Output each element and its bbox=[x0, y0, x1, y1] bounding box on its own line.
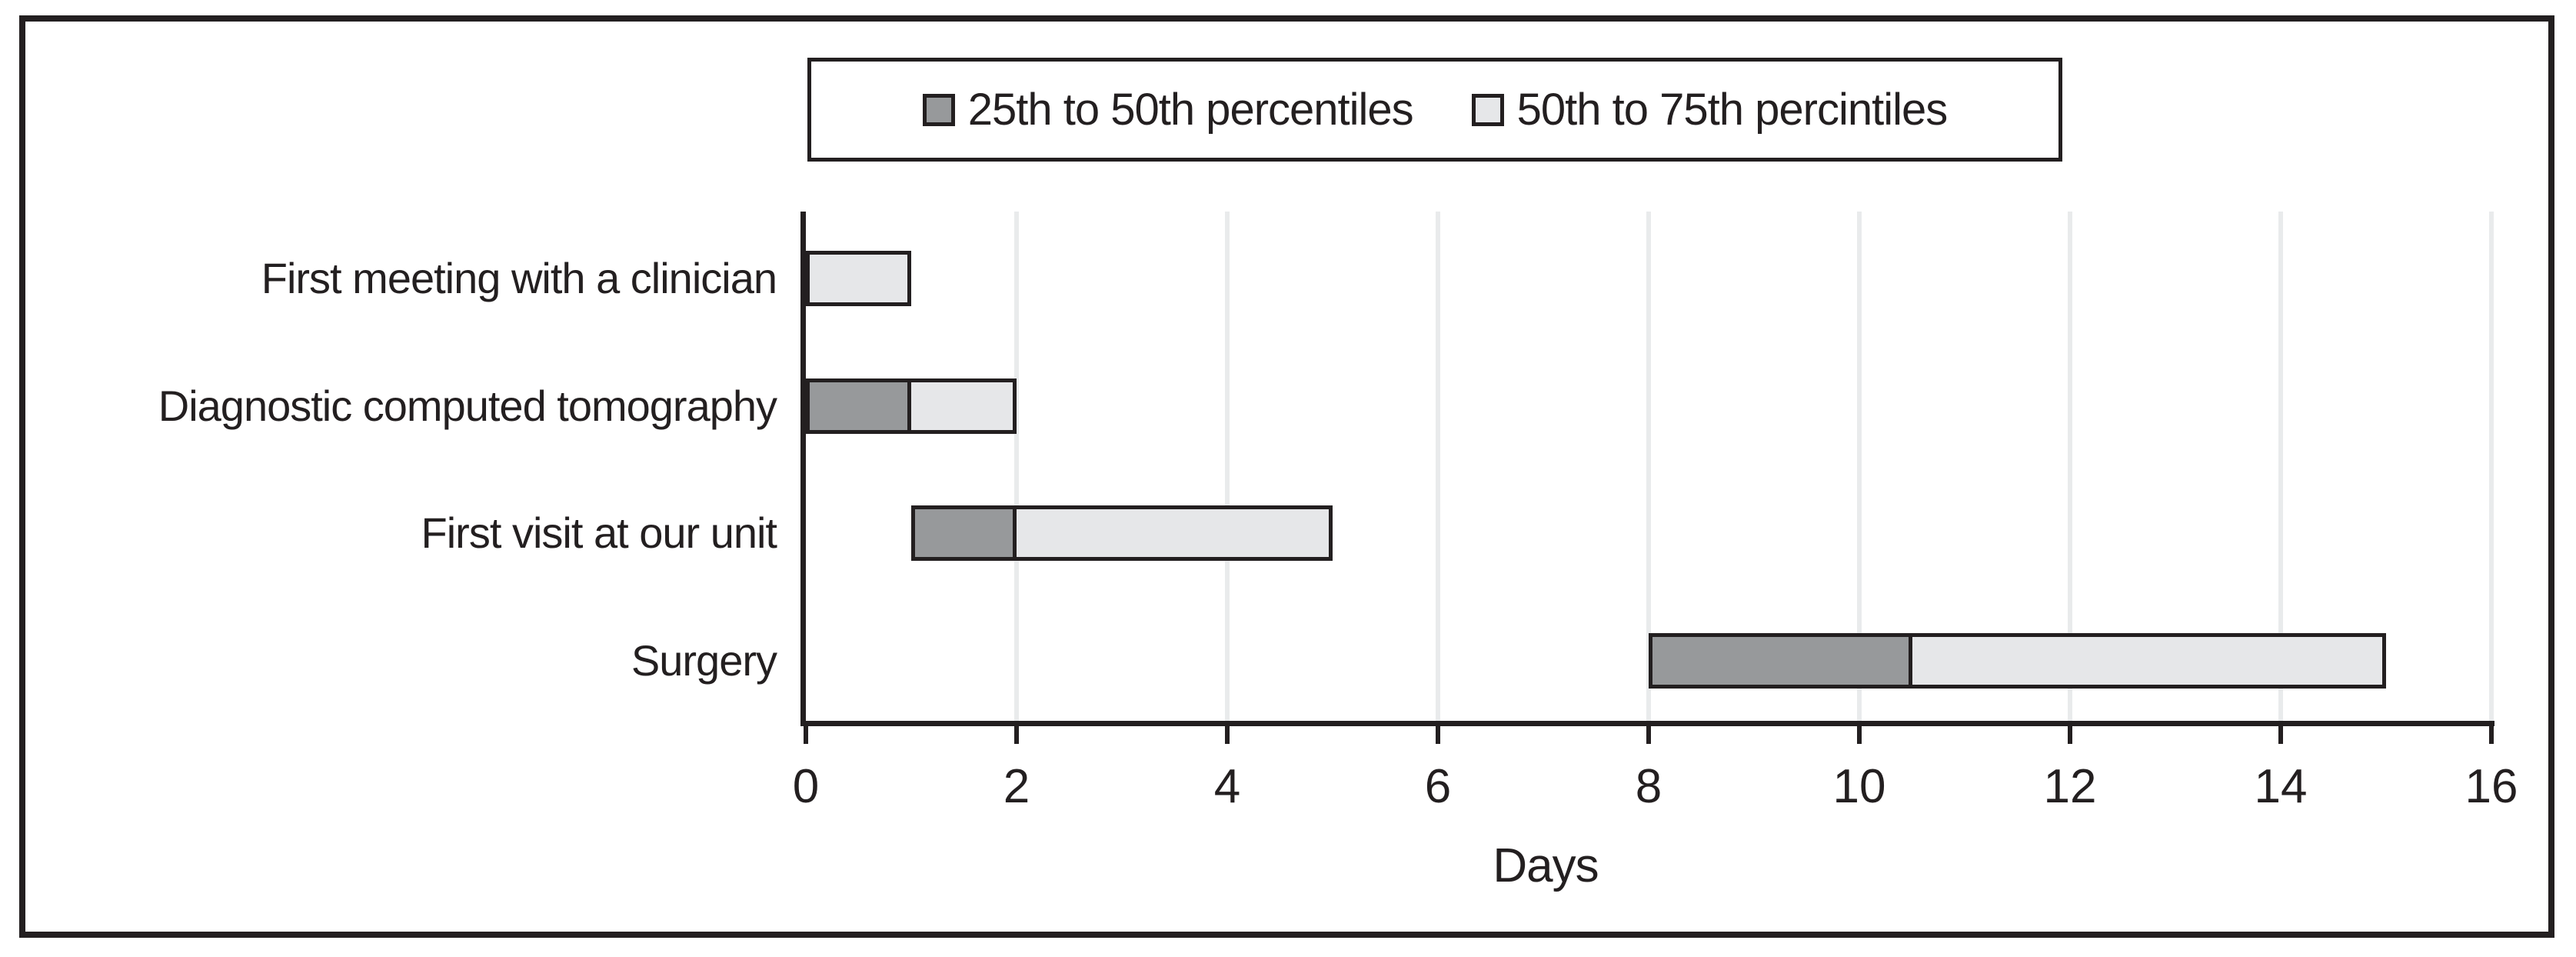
x-axis-tick bbox=[1014, 721, 1019, 744]
gridline bbox=[1014, 212, 1019, 723]
x-axis-tick bbox=[2278, 721, 2283, 744]
legend-label: 50th to 75th percintiles bbox=[1516, 85, 1949, 135]
gridline bbox=[1646, 212, 1651, 723]
x-axis-tick-label: 12 bbox=[2043, 760, 2097, 813]
x-axis-tick-label: 0 bbox=[792, 760, 820, 813]
category-label: First visit at our unit bbox=[421, 509, 777, 557]
chart-frame bbox=[19, 15, 2554, 938]
x-axis-tick-label: 2 bbox=[1003, 760, 1030, 813]
bar-segment bbox=[911, 505, 1017, 561]
x-axis-tick-label: 8 bbox=[1635, 760, 1662, 813]
gridline bbox=[1225, 212, 1230, 723]
category-label: Surgery bbox=[631, 636, 777, 685]
legend-swatch-dark bbox=[922, 93, 955, 126]
x-axis-title: Days bbox=[1493, 839, 1599, 892]
gridline bbox=[1857, 212, 1862, 723]
x-axis-tick bbox=[1646, 721, 1651, 744]
legend: 25th to 50th percentiles 50th to 75th pe… bbox=[807, 58, 2062, 162]
x-axis-tick bbox=[804, 721, 808, 744]
gridline bbox=[2068, 212, 2072, 723]
gridline bbox=[2278, 212, 2283, 723]
y-axis-line bbox=[800, 212, 806, 726]
x-axis-tick bbox=[1857, 721, 1862, 744]
bar-segment bbox=[1649, 632, 1912, 689]
gridline bbox=[2489, 212, 2494, 723]
x-axis-tick bbox=[1225, 721, 1230, 744]
bar-segment bbox=[1013, 505, 1333, 561]
legend-item-50-75: 50th to 75th percintiles bbox=[1471, 84, 1949, 135]
gridline bbox=[1436, 212, 1440, 723]
bar-segment bbox=[806, 251, 911, 306]
legend-label: 25th to 50th percentiles bbox=[967, 85, 1414, 135]
x-axis-tick-label: 10 bbox=[1832, 760, 1886, 813]
legend-swatch-light bbox=[1471, 93, 1504, 126]
category-label: Diagnostic computed tomography bbox=[158, 382, 777, 430]
x-axis-tick-label: 4 bbox=[1213, 760, 1241, 813]
x-axis-tick bbox=[2489, 721, 2494, 744]
bar-segment bbox=[907, 378, 1017, 434]
bar-segment bbox=[1908, 632, 2386, 689]
x-axis-tick-label: 14 bbox=[2254, 760, 2308, 813]
x-axis-tick-label: 16 bbox=[2465, 760, 2518, 813]
legend-item-25-50: 25th to 50th percentiles bbox=[922, 84, 1414, 135]
x-axis-tick bbox=[2068, 721, 2072, 744]
x-axis-tick bbox=[1436, 721, 1440, 744]
bar-segment bbox=[806, 378, 911, 434]
category-label: First meeting with a clinician bbox=[261, 254, 777, 302]
x-axis-tick-label: 6 bbox=[1424, 760, 1452, 813]
